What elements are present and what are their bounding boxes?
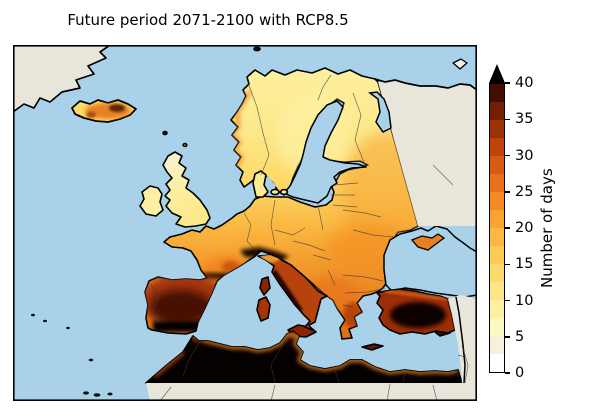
iceland	[71, 99, 137, 123]
colorbar-tick: 35	[505, 111, 533, 127]
colorbar-band	[490, 192, 504, 210]
madeira	[88, 358, 94, 362]
canary-islands	[83, 391, 89, 395]
colorbar-band	[490, 264, 504, 282]
colorbar-band	[490, 120, 504, 138]
turkey-north-coast-fringe	[384, 289, 449, 301]
colorbar-band	[490, 210, 504, 228]
novaya-zemlya	[452, 58, 468, 70]
colorbar-ticks: 40 35 30 25 20 15 10 5 0	[505, 75, 575, 381]
country-borders	[150, 74, 469, 401]
tick-mark	[505, 191, 510, 193]
africa-coast-warm-fringe	[192, 331, 459, 375]
levant-coastline	[455, 296, 466, 384]
colorbar-band	[490, 336, 504, 354]
no-data-regions	[13, 45, 477, 401]
map-svg	[13, 45, 477, 401]
colorbar-tick: 10	[505, 293, 533, 309]
corsica	[259, 276, 271, 296]
tick-label: 15	[515, 256, 534, 273]
colorbar-tick: 0	[505, 365, 524, 381]
baltic-sea	[283, 100, 367, 204]
tick-label: 35	[515, 111, 534, 128]
tick-label: 5	[515, 328, 525, 345]
ne-russia-no-data	[378, 80, 477, 226]
colorbar-band	[490, 354, 504, 372]
tick-label: 20	[515, 220, 534, 236]
colorbar-tick: 15	[505, 256, 533, 272]
azores	[31, 313, 35, 317]
tick-mark	[505, 299, 510, 302]
tick-mark	[505, 82, 510, 84]
colorbar-band	[490, 318, 504, 336]
colorbar-band	[490, 246, 504, 264]
tick-label: 40	[515, 75, 534, 91]
colorbar-tick: 25	[505, 184, 533, 200]
denmark	[252, 170, 269, 198]
colorbar-tick: 20	[505, 220, 533, 236]
tick-mark	[505, 227, 510, 229]
crimea	[410, 233, 446, 251]
south-spain-black-band	[153, 321, 205, 332]
arctic-coastline	[374, 78, 477, 91]
apennines-dark	[272, 269, 303, 313]
great-britain	[162, 151, 211, 228]
iberia-interior-black	[150, 290, 212, 324]
shetland	[182, 142, 188, 148]
colorbar-over-arrow	[489, 64, 505, 83]
black-sea	[383, 225, 477, 298]
colorbar-axis-label: Number of days	[538, 168, 556, 288]
morocco-atlantic-fringe	[152, 350, 185, 378]
danish-islands	[270, 188, 280, 196]
colorbar-tick: 40	[505, 75, 533, 91]
norway-coast-warm-fringe	[228, 89, 253, 170]
colorbar-band	[490, 84, 504, 102]
colorbar-band	[490, 174, 504, 192]
anatolia-black-core	[390, 302, 446, 328]
tick-mark	[505, 118, 510, 120]
colorbar-gradient	[489, 83, 505, 373]
colorbar-band	[490, 282, 504, 300]
tick-label: 30	[515, 147, 534, 164]
colorbar-band	[490, 156, 504, 174]
colorbar-band	[490, 300, 504, 318]
pyrenees-black-ridge	[197, 273, 227, 279]
white-sea	[368, 91, 392, 133]
map-frame	[13, 45, 477, 401]
tick-mark	[505, 336, 510, 338]
tick-label: 10	[515, 292, 534, 309]
figure-title: Future period 2071-2100 with RCP8.5	[67, 11, 349, 29]
colorbar-tick: 5	[505, 329, 524, 345]
tick-label: 0	[515, 365, 525, 381]
tick-label: 25	[515, 183, 534, 200]
colorbar-tick: 30	[505, 148, 533, 164]
sardinia	[256, 296, 271, 322]
colorbar-band	[490, 102, 504, 120]
ireland	[139, 185, 164, 217]
crete	[361, 343, 384, 351]
faroe-islands	[162, 130, 168, 136]
north-africa	[145, 330, 463, 384]
jan-mayen	[253, 46, 261, 52]
europe-map	[13, 45, 477, 401]
sahara-strip-no-data	[146, 383, 477, 401]
tick-mark	[505, 263, 510, 265]
colorbar-band	[490, 138, 504, 156]
colorbar-band	[490, 228, 504, 246]
greenland-no-data	[13, 45, 111, 113]
tick-mark	[505, 372, 510, 374]
turkey	[376, 288, 456, 335]
tick-mark	[505, 154, 510, 157]
